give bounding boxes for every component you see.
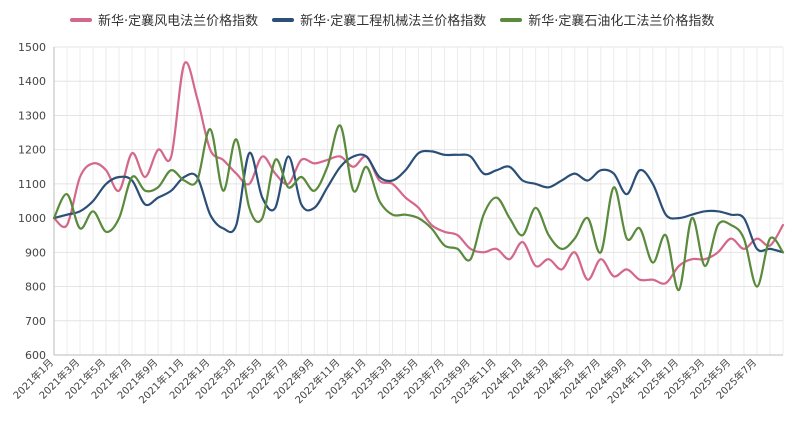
legend-swatch-machinery (272, 17, 295, 22)
y-tick-label: 600 (25, 349, 46, 362)
y-tick-label: 1200 (18, 144, 46, 157)
y-tick-label: 1400 (18, 75, 46, 88)
legend-label-petro: 新华·定襄石油化工法兰价格指数 (528, 14, 715, 29)
series-line-wind (52, 61, 785, 285)
y-tick-label: 700 (25, 315, 46, 328)
y-tick-label: 1000 (18, 212, 46, 225)
legend-item-petro[interactable]: 新华·定襄石油化工法兰价格指数 (500, 10, 714, 29)
y-tick-label: 1500 (18, 41, 46, 54)
series-line-petro (52, 124, 785, 292)
y-tick-label: 800 (25, 281, 46, 294)
legend: 新华·定襄风电法兰价格指数 新华·定襄工程机械法兰价格指数 新华·定襄石油化工法… (70, 10, 714, 29)
legend-swatch-petro (500, 17, 523, 22)
y-tick-label: 1300 (18, 109, 46, 122)
y-tick-label: 1100 (18, 178, 46, 191)
legend-label-machinery: 新华·定襄工程机械法兰价格指数 (300, 14, 487, 29)
legend-label-wind: 新华·定襄风电法兰价格指数 (98, 14, 259, 29)
legend-swatch-wind (70, 17, 92, 22)
legend-item-machinery[interactable]: 新华·定襄工程机械法兰价格指数 (272, 10, 486, 29)
series-line-machinery (52, 149, 785, 254)
legend-item-wind[interactable]: 新华·定襄风电法兰价格指数 (70, 10, 258, 29)
y-tick-label: 900 (25, 246, 46, 259)
